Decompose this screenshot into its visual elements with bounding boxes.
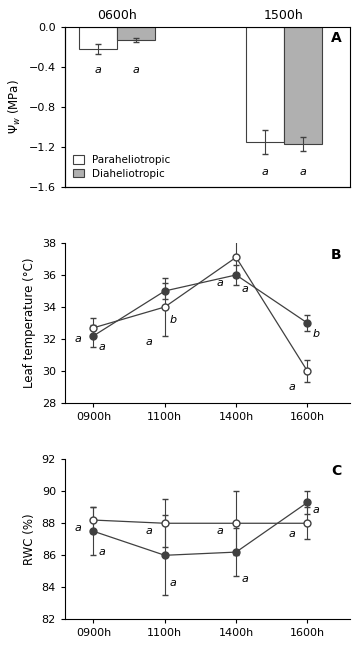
Legend: Paraheliotropic, Diaheliotropic: Paraheliotropic, Diaheliotropic xyxy=(70,153,173,182)
Bar xyxy=(79,27,117,49)
Text: a: a xyxy=(217,526,224,536)
Text: a: a xyxy=(261,166,268,176)
Text: a: a xyxy=(74,523,81,533)
Text: a: a xyxy=(288,529,295,539)
Text: a: a xyxy=(74,334,81,344)
Bar xyxy=(245,27,284,142)
Bar xyxy=(117,27,155,40)
Text: a: a xyxy=(170,577,177,587)
Y-axis label: RWC (%): RWC (%) xyxy=(23,513,36,565)
Text: A: A xyxy=(331,31,342,45)
Text: a: a xyxy=(95,65,102,75)
Text: a: a xyxy=(299,166,306,176)
Bar xyxy=(284,27,322,144)
Text: a: a xyxy=(241,284,248,294)
Text: b: b xyxy=(312,329,319,339)
Text: C: C xyxy=(331,464,342,478)
Text: a: a xyxy=(146,337,153,347)
Text: a: a xyxy=(288,382,295,392)
Text: a: a xyxy=(99,342,105,352)
Text: a: a xyxy=(217,278,224,288)
Y-axis label: Leaf temperature (°C): Leaf temperature (°C) xyxy=(23,258,36,388)
Text: a: a xyxy=(146,526,153,536)
Text: a: a xyxy=(313,505,319,515)
Text: B: B xyxy=(331,248,342,262)
Y-axis label: $\Psi_w$ (MPa): $\Psi_w$ (MPa) xyxy=(7,79,23,134)
Text: a: a xyxy=(99,547,105,557)
Text: a: a xyxy=(133,65,140,75)
Text: b: b xyxy=(170,315,177,325)
Text: a: a xyxy=(241,574,248,584)
